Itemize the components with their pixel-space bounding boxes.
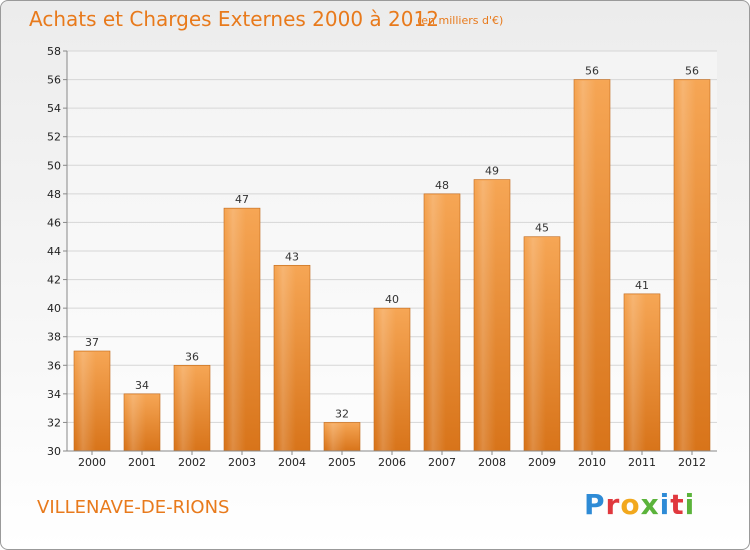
- data-label: 37: [85, 336, 99, 349]
- data-label: 47: [235, 193, 249, 206]
- x-tick-label: 2003: [228, 456, 256, 469]
- x-tick-label: 2012: [678, 456, 706, 469]
- logo-letter: i: [659, 488, 671, 521]
- y-tick-label: 48: [47, 188, 61, 201]
- data-label: 56: [685, 65, 699, 78]
- bar-highlight: [426, 194, 446, 451]
- y-tick-label: 44: [47, 245, 61, 258]
- data-label: 45: [535, 222, 549, 235]
- x-tick-label: 2007: [428, 456, 456, 469]
- x-tick-label: 2001: [128, 456, 156, 469]
- logo-letter: P: [584, 488, 606, 521]
- bar-highlight: [476, 180, 496, 452]
- bar-highlight: [176, 366, 196, 451]
- data-label: 49: [485, 165, 499, 178]
- y-tick-label: 40: [47, 302, 61, 315]
- data-label: 36: [185, 350, 199, 363]
- bar-highlight: [326, 423, 346, 451]
- y-tick-label: 34: [47, 388, 61, 401]
- data-label: 32: [335, 407, 349, 420]
- logo-letter: t: [670, 488, 685, 521]
- data-label: 40: [385, 293, 399, 306]
- y-tick-label: 54: [47, 102, 61, 115]
- x-tick-label: 2009: [528, 456, 556, 469]
- bar-highlight: [126, 394, 146, 451]
- y-tick-label: 56: [47, 74, 61, 87]
- logo-letter: x: [640, 488, 660, 521]
- bar-highlight: [376, 309, 396, 451]
- y-tick-label: 38: [47, 331, 61, 344]
- logo-letter: o: [620, 488, 641, 521]
- x-tick-label: 2005: [328, 456, 356, 469]
- x-tick-label: 2004: [278, 456, 306, 469]
- data-label: 43: [285, 250, 299, 263]
- data-label: 41: [635, 279, 649, 292]
- chart-title: Achats et Charges Externes 2000 à 2012: [29, 7, 439, 31]
- logo-letter: i: [684, 488, 696, 521]
- chart-unit: (en milliers d'€): [417, 14, 504, 27]
- x-tick-label: 2010: [578, 456, 606, 469]
- data-label: 34: [135, 379, 149, 392]
- y-tick-label: 36: [47, 359, 61, 372]
- bar-highlight: [526, 237, 546, 451]
- x-tick-label: 2008: [478, 456, 506, 469]
- y-tick-label: 46: [47, 216, 61, 229]
- town-name: VILLENAVE-DE-RIONS: [37, 497, 230, 518]
- bar-highlight: [76, 352, 96, 451]
- x-tick-label: 2006: [378, 456, 406, 469]
- bar-highlight: [676, 80, 696, 452]
- x-tick-label: 2011: [628, 456, 656, 469]
- y-tick-label: 52: [47, 131, 61, 144]
- y-tick-label: 32: [47, 416, 61, 429]
- y-tick-label: 42: [47, 274, 61, 287]
- proxiti-logo: Proxiti: [584, 488, 695, 521]
- y-tick-label: 50: [47, 159, 61, 172]
- bar-highlight: [576, 80, 596, 452]
- x-tick-label: 2000: [78, 456, 106, 469]
- data-label: 56: [585, 65, 599, 78]
- y-tick-label: 30: [47, 445, 61, 458]
- bar-highlight: [276, 266, 296, 451]
- bar-highlight: [626, 294, 646, 451]
- bar-highlight: [226, 209, 246, 451]
- data-label: 48: [435, 179, 449, 192]
- y-tick-label: 58: [47, 45, 61, 58]
- logo-letter: r: [605, 488, 621, 521]
- x-tick-label: 2002: [178, 456, 206, 469]
